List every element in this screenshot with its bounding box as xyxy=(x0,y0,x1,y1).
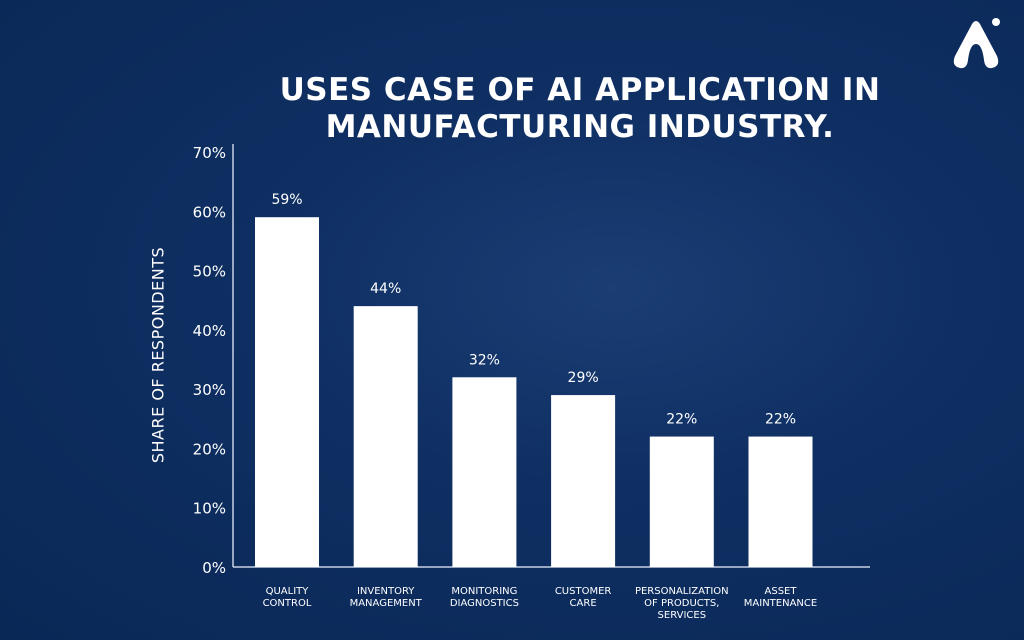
data-label: 59% xyxy=(271,192,302,208)
x-tick-label: MONITORING xyxy=(451,586,517,597)
x-tick-label: QUALITY xyxy=(266,586,310,597)
data-label: 22% xyxy=(666,412,697,428)
y-tick-label: 0% xyxy=(202,559,226,577)
x-tick-label: OF PRODUCTS, xyxy=(644,598,719,609)
brand-logo-icon xyxy=(953,18,1000,69)
x-tick-label: CONTROL xyxy=(263,598,312,609)
bar xyxy=(353,306,418,567)
chart-title-line: MANUFACTURING INDUSTRY. xyxy=(325,109,835,145)
bar xyxy=(748,436,813,567)
bar xyxy=(551,395,616,567)
x-tick-label: ASSET xyxy=(765,586,798,597)
bar xyxy=(452,377,517,567)
data-label: 32% xyxy=(469,352,500,368)
x-tick-label: INVENTORY xyxy=(357,586,415,597)
x-tick-label: PERSONALIZATION xyxy=(635,586,729,597)
x-tick-label: CUSTOMER xyxy=(555,586,612,597)
x-tick-label: MANAGEMENT xyxy=(350,598,423,609)
chart-title-line: USES CASE OF AI APPLICATION IN xyxy=(279,72,881,108)
y-tick-label: 20% xyxy=(193,440,226,458)
chart-title: USES CASE OF AI APPLICATION IN MANUFACTU… xyxy=(250,72,910,146)
x-tick-label: SERVICES xyxy=(658,610,707,621)
x-tick-label: CARE xyxy=(570,598,597,609)
y-tick-label: 40% xyxy=(193,322,226,340)
y-tick-label: 10% xyxy=(193,500,226,518)
y-tick-label: 70% xyxy=(193,144,226,162)
x-tick-label: MAINTENANCE xyxy=(744,598,817,609)
y-tick-label: 50% xyxy=(193,263,226,281)
x-tick-label: DIAGNOSTICS xyxy=(450,598,519,609)
data-label: 22% xyxy=(765,412,796,428)
bar xyxy=(649,436,714,567)
y-tick-label: 30% xyxy=(193,381,226,399)
y-tick-label: 60% xyxy=(193,203,226,221)
bar xyxy=(255,217,319,567)
data-label: 44% xyxy=(370,281,401,297)
data-label: 29% xyxy=(568,370,599,386)
